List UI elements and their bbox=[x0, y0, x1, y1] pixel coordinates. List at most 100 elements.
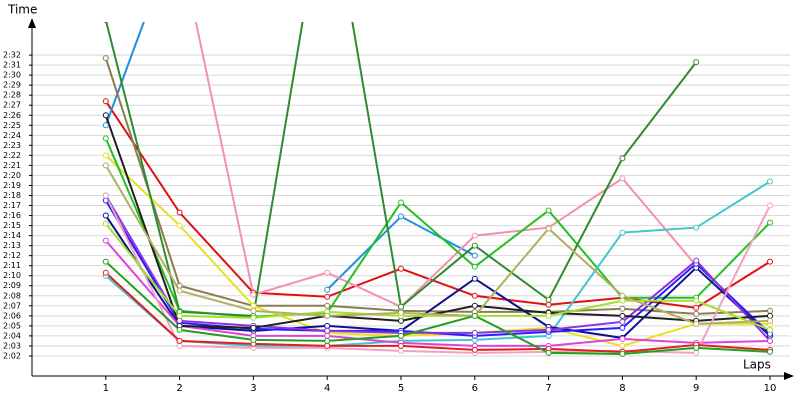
point bbox=[545, 207, 552, 214]
point bbox=[176, 287, 183, 294]
point bbox=[693, 304, 700, 311]
point bbox=[619, 312, 626, 319]
point bbox=[398, 317, 404, 324]
y-tick-label: 2:05 bbox=[3, 321, 21, 330]
point bbox=[619, 305, 626, 312]
series-line bbox=[105, 271, 771, 353]
point bbox=[471, 346, 478, 353]
point bbox=[103, 22, 109, 23]
point bbox=[102, 192, 109, 199]
point bbox=[398, 309, 404, 316]
point bbox=[398, 347, 404, 354]
point bbox=[324, 322, 331, 329]
point bbox=[619, 324, 626, 331]
point bbox=[545, 326, 552, 333]
point bbox=[767, 219, 773, 226]
point bbox=[619, 229, 626, 236]
y-tick-label: 2:12 bbox=[3, 251, 21, 260]
point bbox=[324, 269, 331, 276]
y-tick-label: 2:03 bbox=[3, 341, 21, 350]
point bbox=[471, 275, 478, 282]
y-tick-label: 2:28 bbox=[3, 91, 21, 100]
series bbox=[102, 22, 773, 357]
point bbox=[324, 302, 331, 309]
point bbox=[619, 342, 626, 349]
point bbox=[619, 297, 626, 304]
y-tick-label: 2:27 bbox=[3, 101, 21, 110]
point bbox=[767, 337, 773, 344]
point bbox=[767, 307, 773, 314]
point bbox=[767, 202, 773, 209]
series-line bbox=[104, 57, 771, 315]
point bbox=[767, 317, 773, 324]
point bbox=[176, 312, 183, 319]
point bbox=[619, 350, 626, 357]
series-line bbox=[105, 180, 771, 347]
y-tick-label: 2:07 bbox=[3, 301, 21, 310]
point bbox=[693, 257, 700, 264]
series-line bbox=[105, 154, 770, 347]
point bbox=[693, 297, 700, 304]
x-tick-label: 2 bbox=[176, 383, 182, 394]
point bbox=[176, 342, 183, 349]
point bbox=[545, 225, 552, 232]
point bbox=[471, 263, 478, 270]
y-tick-label: 2:11 bbox=[3, 261, 21, 270]
point bbox=[767, 178, 773, 185]
y-tick-label: 2:24 bbox=[3, 131, 21, 140]
y-tick-label: 2:23 bbox=[3, 141, 21, 150]
x-tick-label: 8 bbox=[619, 383, 625, 394]
y-axis-label: Time bbox=[7, 3, 37, 17]
y-tick-label: 2:02 bbox=[3, 351, 21, 360]
point bbox=[102, 237, 109, 244]
x-tick-label: 9 bbox=[693, 383, 699, 394]
point bbox=[767, 312, 773, 319]
point bbox=[693, 320, 700, 327]
point bbox=[324, 312, 331, 319]
point bbox=[102, 98, 109, 105]
y-tick-label: 2:04 bbox=[3, 331, 21, 340]
series-line bbox=[104, 164, 771, 325]
series-line bbox=[104, 214, 771, 339]
series-line bbox=[104, 114, 771, 329]
point bbox=[250, 307, 257, 314]
y-tick-label: 2:16 bbox=[3, 211, 21, 220]
point bbox=[545, 349, 552, 356]
point bbox=[767, 326, 773, 333]
y-tick-label: 2:10 bbox=[3, 271, 21, 280]
point bbox=[398, 342, 404, 349]
y-tick-label: 2:19 bbox=[3, 181, 21, 190]
point bbox=[471, 232, 478, 239]
x-axis-arrow bbox=[784, 372, 794, 380]
point bbox=[250, 302, 257, 309]
x-tick-label: 4 bbox=[324, 383, 330, 394]
point bbox=[398, 332, 404, 339]
point bbox=[102, 162, 109, 169]
point bbox=[767, 258, 773, 265]
point bbox=[398, 303, 404, 310]
x-axis-label: Laps bbox=[743, 358, 771, 372]
series-line bbox=[105, 239, 771, 347]
y-tick-label: 2:18 bbox=[3, 191, 21, 200]
point bbox=[324, 332, 331, 339]
point bbox=[176, 282, 183, 289]
y-tick-label: 2:31 bbox=[3, 61, 21, 70]
y-tick-label: 2:09 bbox=[3, 281, 21, 290]
point bbox=[102, 220, 109, 227]
point bbox=[471, 252, 478, 259]
y-tick-label: 2:22 bbox=[3, 151, 21, 160]
point bbox=[471, 302, 478, 309]
point bbox=[545, 312, 552, 319]
y-tick-label: 2:32 bbox=[3, 51, 21, 60]
point bbox=[324, 286, 331, 293]
y-tick-label: 2:14 bbox=[3, 231, 21, 240]
point bbox=[398, 213, 404, 220]
point bbox=[398, 199, 404, 206]
point bbox=[545, 301, 552, 308]
x-tick-label: 1 bbox=[103, 383, 109, 394]
point bbox=[693, 349, 700, 356]
series-line bbox=[104, 194, 771, 342]
point bbox=[102, 152, 109, 159]
point bbox=[250, 324, 257, 331]
point bbox=[176, 326, 183, 333]
